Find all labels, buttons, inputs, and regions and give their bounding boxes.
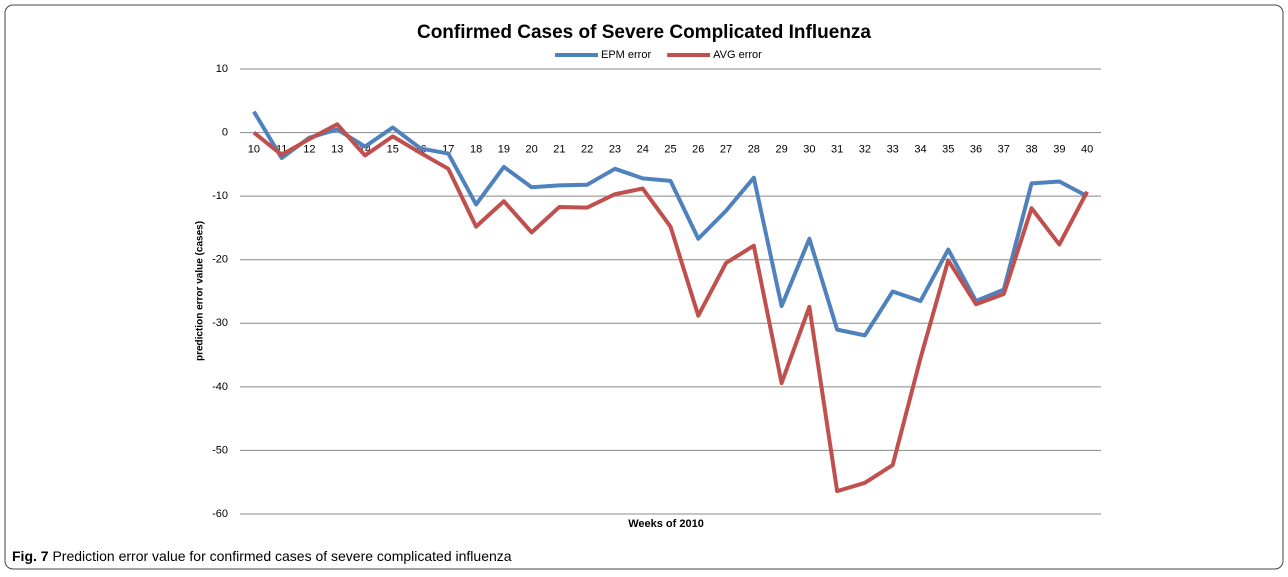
y-tick-label: 10 <box>216 63 228 75</box>
x-tick-label: 15 <box>387 143 399 155</box>
caption-label: Fig. 7 <box>12 548 49 564</box>
legend-label: AVG error <box>713 49 762 61</box>
frame <box>4 4 1284 570</box>
y-tick-label: -20 <box>212 254 228 266</box>
x-tick-label: 28 <box>748 143 760 155</box>
x-tick-label: 11 <box>276 143 287 155</box>
x-tick-label: 31 <box>831 143 843 155</box>
x-tick-label: 38 <box>1025 143 1037 155</box>
x-tick-label: 18 <box>470 143 482 155</box>
x-tick-label: 22 <box>581 143 593 155</box>
x-tick-label: 23 <box>609 143 621 155</box>
x-axis-label: Weeks of 2010 <box>628 518 704 530</box>
y-tick-label: -50 <box>212 444 228 456</box>
y-axis-label: prediction error value (cases) <box>195 221 206 361</box>
x-tick-label: 40 <box>1081 143 1093 155</box>
x-tick-label: 10 <box>248 143 260 155</box>
caption: Fig. 7 Prediction error value for confir… <box>12 548 512 564</box>
x-tick-label: 39 <box>1053 143 1065 155</box>
legend-label: EPM error <box>601 49 651 61</box>
y-tick-label: -30 <box>212 317 228 329</box>
x-tick-label: 34 <box>914 143 926 155</box>
caption-text: Prediction error value for confirmed cas… <box>52 548 511 564</box>
line-series <box>252 122 1089 494</box>
x-tick-label: 30 <box>803 143 815 155</box>
y-tick-label: -40 <box>212 381 228 393</box>
x-tick-label: 27 <box>720 143 732 155</box>
x-tick-label: 36 <box>970 143 982 155</box>
x-tick-label: 13 <box>331 143 343 155</box>
x-tick-label: 19 <box>498 143 510 155</box>
x-tick-label: 12 <box>303 143 315 155</box>
x-tick-label: 21 <box>553 143 565 155</box>
x-tick-label: 25 <box>664 143 676 155</box>
y-tick-label: -10 <box>212 190 228 202</box>
x-tick-label: 24 <box>637 143 649 155</box>
x-tick-label: 32 <box>859 143 871 155</box>
x-tick-label: 37 <box>998 143 1010 155</box>
x-tick-label: 26 <box>692 143 704 155</box>
y-tick-label: -60 <box>212 508 228 520</box>
x-tick-label: 20 <box>526 143 538 155</box>
x-tick-label: 29 <box>775 143 787 155</box>
y-tick-label: 0 <box>222 126 228 138</box>
chart-title: Confirmed Cases of Severe Complicated In… <box>417 22 871 43</box>
line-series <box>252 110 1089 338</box>
x-tick-label: 35 <box>942 143 954 155</box>
x-tick-label: 33 <box>887 143 899 155</box>
